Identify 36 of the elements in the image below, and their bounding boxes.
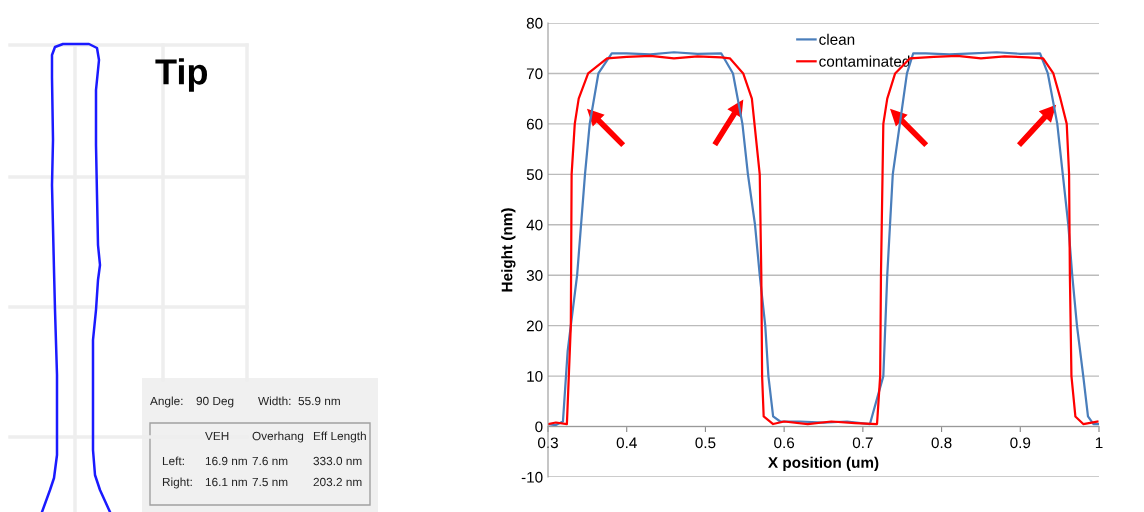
x-tick-label: 0.8 (931, 437, 952, 449)
legend-label: clean (819, 33, 855, 45)
y-tick-label: 70 (526, 68, 543, 80)
text: Eff Length (313, 431, 366, 443)
x-tick-label: 0.7 (852, 437, 873, 449)
text: 7.6 nm (252, 456, 288, 466)
text: 7.5 nm (252, 477, 288, 487)
text: 16.9 nm (205, 456, 247, 466)
y-tick-label: 60 (526, 118, 543, 130)
y-axis-title: Height (nm) (501, 208, 516, 292)
text: Right: (162, 477, 192, 489)
y-tick-label: 80 (526, 17, 543, 29)
y-tick-label: -10 (521, 471, 543, 483)
text: Width: 55.9 nm (258, 396, 340, 406)
text: 90 Deg (196, 396, 234, 408)
x-tick-label: 0.5 (695, 437, 716, 449)
x-tick-label: 0.6 (774, 437, 795, 449)
text: 203.2 nm (313, 477, 362, 487)
y-tick-label: 10 (527, 370, 543, 382)
text: Angle: (150, 396, 183, 408)
text: Tip (155, 58, 208, 92)
x-tick-label: 0.3 (537, 437, 558, 449)
y-tick-label: 50 (526, 169, 543, 181)
text: Overhang (252, 431, 304, 443)
x-tick-label: 0.9 (1010, 437, 1031, 449)
y-tick-label: 40 (526, 219, 543, 231)
text: Left: (162, 456, 184, 466)
text: 16.1 nm (205, 477, 247, 487)
x-tick-label: 0.4 (616, 437, 637, 449)
y-tick-label: 20 (526, 320, 543, 332)
x-tick-label: 1 (1095, 437, 1103, 449)
y-tick-label: 30 (526, 270, 543, 281)
x-axis-title: X position (um) (768, 456, 879, 472)
text: VEH (205, 431, 229, 441)
y-tick-label: 0 (535, 421, 543, 433)
text: 333.0 nm (313, 456, 362, 466)
